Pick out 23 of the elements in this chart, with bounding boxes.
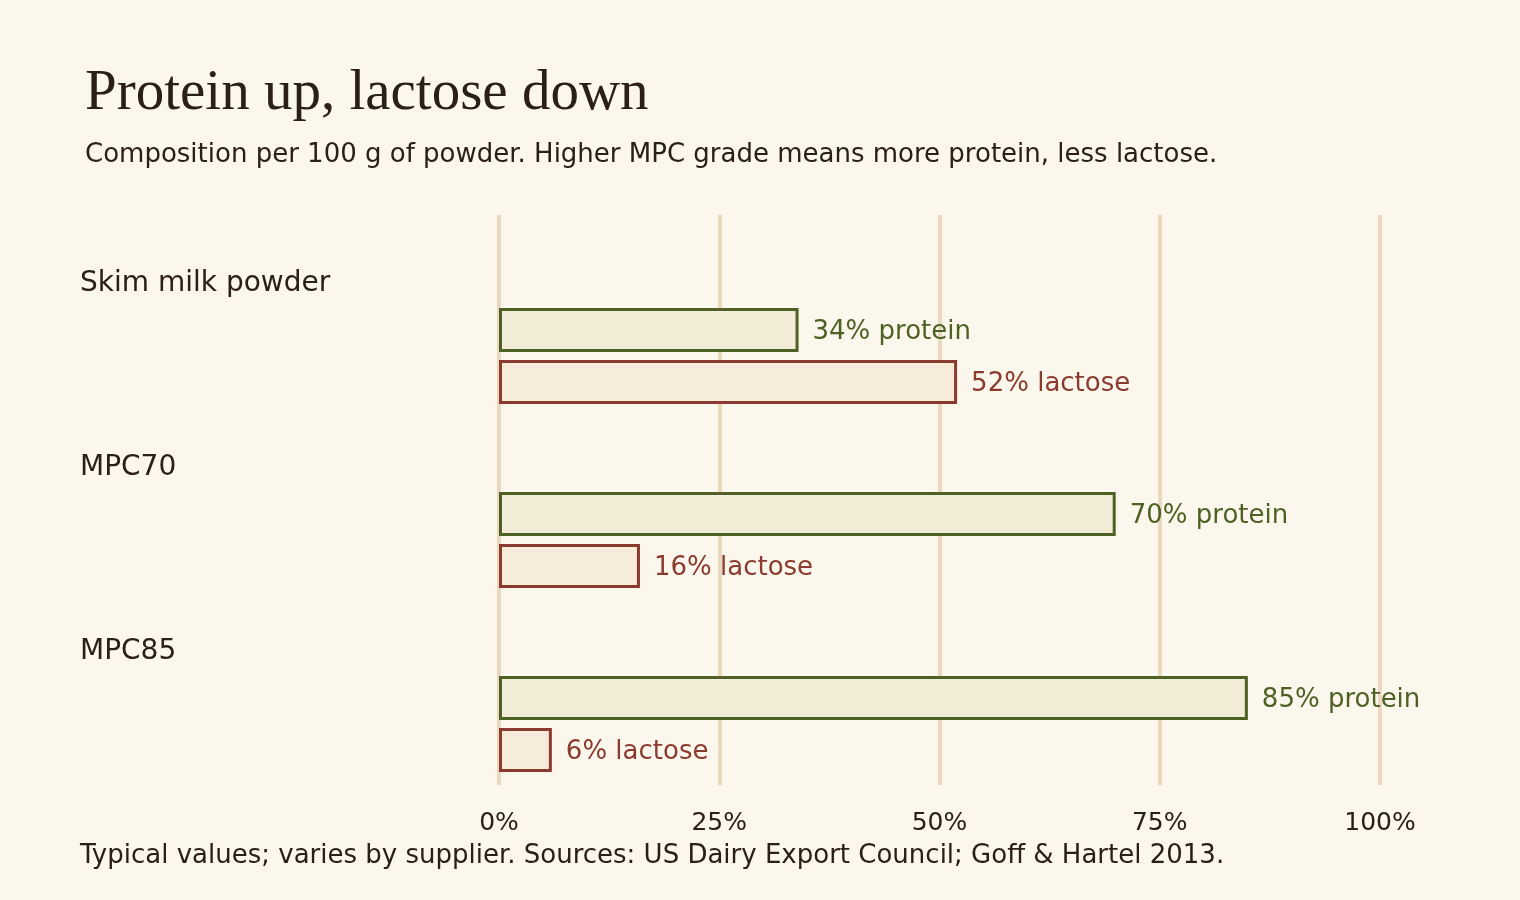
chart-subtitle: Composition per 100 g of powder. Higher MPC grade means more protein, less lactose. [85,138,1218,168]
y-tick-label: Skim milk powder [80,264,331,298]
data-label: 16% lactose [653,550,814,581]
data-label: 85% protein [1261,683,1421,714]
x-tick-label: 25% [691,807,748,836]
y-tick-label: MPC70 [80,448,177,482]
chart-title: Protein up, lactose down [85,58,649,121]
x-tick-label: 75% [1131,807,1188,836]
bar [499,308,799,353]
data-label: 70% protein [1129,499,1289,530]
data-label: 6% lactose [565,734,709,765]
bar [499,543,640,588]
x-tick-label: 0% [479,807,519,836]
y-tick-label: MPC85 [80,632,177,666]
text: Typical values; varies by supplier. Sources: US Dairy Export Council; Goff & Hartel 2013. [79,839,1225,869]
x-tick-label: 50% [911,807,968,836]
bar [499,359,958,404]
data-label: 34% protein [812,315,972,346]
bar [499,727,552,772]
x-tick-label: 100% [1344,807,1416,836]
data-label: 52% lactose [971,366,1131,397]
bar [499,492,1116,537]
bar [499,676,1248,721]
